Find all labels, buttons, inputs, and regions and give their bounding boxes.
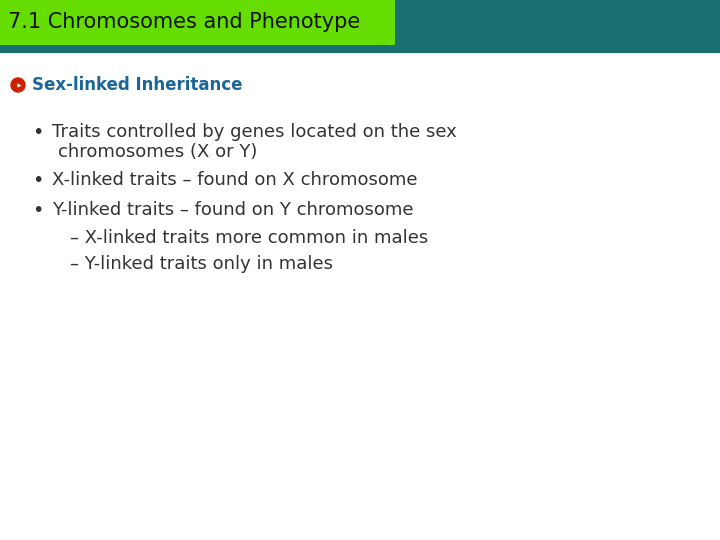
FancyBboxPatch shape [0,0,395,45]
Text: 7.1 Chromosomes and Phenotype: 7.1 Chromosomes and Phenotype [8,12,360,32]
Text: X-linked traits – found on X chromosome: X-linked traits – found on X chromosome [52,171,418,189]
Text: Y-linked traits – found on Y chromosome: Y-linked traits – found on Y chromosome [52,201,413,219]
FancyBboxPatch shape [0,53,720,540]
Text: •: • [32,201,44,220]
Text: – X-linked traits more common in males: – X-linked traits more common in males [70,229,428,247]
Text: – Y-linked traits only in males: – Y-linked traits only in males [70,255,333,273]
Circle shape [11,78,25,92]
Text: Sex-linked Inheritance: Sex-linked Inheritance [32,76,243,94]
Text: Traits controlled by genes located on the sex: Traits controlled by genes located on th… [52,123,456,141]
Text: chromosomes (X or Y): chromosomes (X or Y) [58,143,257,161]
Text: •: • [32,171,44,190]
Text: •: • [32,123,44,142]
FancyBboxPatch shape [0,0,720,53]
